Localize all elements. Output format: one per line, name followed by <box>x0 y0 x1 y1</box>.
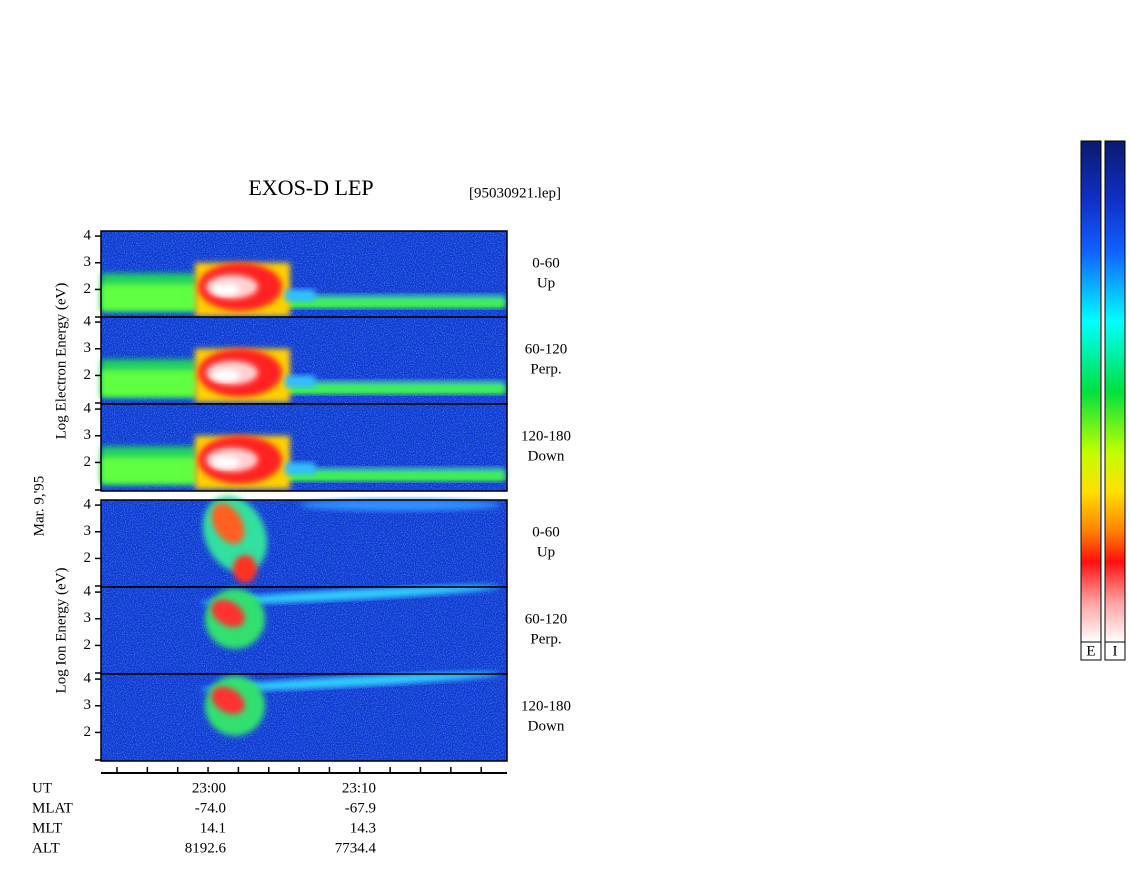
y-tick-label: 3 <box>84 697 92 713</box>
y-tick-label: 4 <box>84 401 92 417</box>
direction: Up <box>537 544 555 560</box>
spectral-feature <box>101 370 196 397</box>
y-tick-label: 3 <box>84 254 92 270</box>
spectral-feature <box>211 686 245 715</box>
spectrogram-panel: 2 3 4 60-120 Perp. <box>84 584 568 675</box>
orbit-value: 14.3 <box>350 820 376 836</box>
colorbar-label-box <box>1104 641 1126 661</box>
spectral-feature <box>285 467 505 478</box>
pitch-angle: 60-120 <box>525 341 568 357</box>
spectral-feature <box>211 503 245 545</box>
row-label: UT <box>32 780 52 796</box>
spectral-feature <box>285 380 505 391</box>
spectrogram-panel: 2 3 4 120-180 Down <box>84 671 571 762</box>
pitch-angle: 0-60 <box>532 524 560 540</box>
title: EXOS-D LEP <box>248 175 373 200</box>
y-tick-label: 2 <box>84 637 92 653</box>
orbit-value: 7734.4 <box>335 840 377 856</box>
spectral-feature <box>200 585 500 605</box>
spectral-feature <box>285 462 315 475</box>
direction: Down <box>528 448 565 464</box>
spectral-feature <box>212 283 240 296</box>
y-axis-label: Log Electron Energy (eV) <box>53 283 69 440</box>
spectral-feature <box>300 499 500 512</box>
y-tick-label: 2 <box>84 281 92 297</box>
pitch-angle: 0-60 <box>532 255 560 271</box>
spectrogram-panel: 2 3 4 60-120 Perp. <box>84 314 568 405</box>
y-tick-label: 2 <box>84 724 92 740</box>
y-tick-label: 3 <box>84 340 92 356</box>
noise <box>101 500 507 587</box>
orbit-value: -74.0 <box>195 800 226 816</box>
spectral-feature <box>212 456 240 469</box>
y-tick-label: 3 <box>84 427 92 443</box>
spectral-feature <box>285 289 315 302</box>
row-label: ALT <box>32 840 60 856</box>
panel-frame <box>100 673 508 762</box>
direction: Perp. <box>530 361 561 377</box>
spectral-feature <box>212 369 240 382</box>
direction: Up <box>537 275 555 291</box>
orbit-value: 23:00 <box>192 780 226 796</box>
spectral-feature <box>285 473 505 482</box>
y-tick-label: 4 <box>84 584 92 600</box>
y-tick-label: 4 <box>84 228 92 244</box>
y-tick-label: 3 <box>84 610 92 626</box>
spectral-feature <box>285 375 315 388</box>
y-tick-label: 2 <box>84 454 92 470</box>
orbit-value: 14.1 <box>200 820 226 836</box>
time-axis: UT MLAT MLT ALT 23:00 -74.0 14.1 8192.6 23:10 -67… <box>32 767 507 856</box>
y-tick-label: 4 <box>84 671 92 687</box>
spectral-feature <box>233 555 257 584</box>
spectrogram-panel: 2 3 4 120-180 Down <box>84 401 571 492</box>
colorbar-label-box <box>1080 641 1102 661</box>
row-label: MLT <box>32 820 62 836</box>
spectral-feature <box>101 284 196 311</box>
colorbar <box>1080 140 1102 643</box>
y-tick-label: 4 <box>84 497 92 513</box>
orbit-value: 8192.6 <box>185 840 227 856</box>
spectral-feature <box>200 672 500 692</box>
y-axis-label: Log Ion Energy (eV) <box>53 568 69 694</box>
direction: Perp. <box>530 631 561 647</box>
file-name: [95030921.lep] <box>469 185 561 201</box>
direction: Down <box>528 718 565 734</box>
pitch-angle: 60-120 <box>525 611 568 627</box>
orbit-value: 23:10 <box>342 780 376 796</box>
date-label: Mar. 9,'95 <box>31 476 47 537</box>
y-tick-label: 2 <box>84 367 92 383</box>
spectral-feature <box>285 300 505 309</box>
spectral-feature <box>285 294 505 305</box>
colorbar <box>1104 140 1126 643</box>
orbit-value: -67.9 <box>345 800 376 816</box>
y-tick-label: 3 <box>84 523 92 539</box>
pitch-angle: 120-180 <box>521 698 571 714</box>
spectral-feature <box>101 457 196 484</box>
y-tick-label: 4 <box>84 314 92 330</box>
colorbar-label: E <box>1086 643 1095 659</box>
pitch-angle: 120-180 <box>521 428 571 444</box>
spectral-feature <box>285 386 505 395</box>
spectral-feature <box>211 599 245 628</box>
colorbar-label: I <box>1113 643 1118 659</box>
panels: Log Electron Energy (eV) 2 3 4 0-60 Up 2 3 4 60-1… <box>53 228 571 762</box>
spectrogram-panel: 2 3 4 0-60 Up <box>84 228 560 319</box>
spectrogram-panel: 2 3 4 0-60 Up <box>84 496 560 588</box>
y-tick-label: 2 <box>84 550 92 566</box>
row-label: MLAT <box>32 800 73 816</box>
panel-frame <box>100 403 508 492</box>
